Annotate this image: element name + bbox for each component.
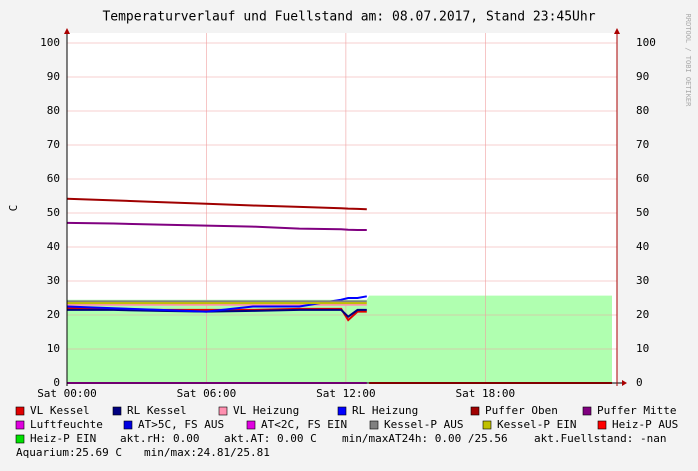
x-tick-label: Sat 06:00 bbox=[177, 387, 237, 400]
y-tick-label: 50 bbox=[47, 206, 60, 219]
y-tick-label: 20 bbox=[47, 308, 60, 321]
legend-label: RL Kessel bbox=[127, 404, 187, 417]
legend-label: VL Kessel bbox=[30, 404, 90, 417]
y2-tick-label: 90 bbox=[636, 70, 649, 83]
line bbox=[66, 221, 367, 231]
legend-label: Kessel-P AUS bbox=[384, 418, 463, 431]
x-tick-label: Sat 12:00 bbox=[316, 387, 376, 400]
x-tick-label: Sat 18:00 bbox=[456, 387, 516, 400]
legend-label: Kessel-P EIN bbox=[497, 418, 576, 431]
legend-swatch bbox=[470, 406, 480, 416]
line bbox=[66, 295, 367, 313]
annotation: akt.rH: 0.00 bbox=[120, 432, 199, 445]
legend-label: Puffer Oben bbox=[485, 404, 558, 417]
y2-tick-label: 80 bbox=[636, 104, 649, 117]
y-axis-label: C bbox=[7, 205, 20, 212]
chart-title: Temperaturverlauf und Fuellstand am: 08.… bbox=[102, 10, 595, 25]
y-tick-label: 0 bbox=[53, 376, 60, 389]
legend-swatch bbox=[123, 420, 133, 430]
y2-tick-label: 70 bbox=[636, 138, 649, 151]
y2-tick-label: 10 bbox=[636, 342, 649, 355]
legend-label: AT>5C, FS AUS bbox=[138, 418, 224, 431]
y-tick-label: 90 bbox=[47, 70, 60, 83]
legend-swatch bbox=[582, 406, 592, 416]
y2-tick-label: 20 bbox=[636, 308, 649, 321]
legend-label: Luftfeuchte bbox=[30, 418, 103, 431]
x-tick-label: Sat 00:00 bbox=[37, 387, 97, 400]
legend-swatch bbox=[15, 406, 25, 416]
legend-swatch bbox=[15, 434, 25, 444]
y-tick-label: 10 bbox=[47, 342, 60, 355]
legend-label: Heiz-P AUS bbox=[612, 418, 678, 431]
legend-swatch bbox=[112, 406, 122, 416]
y2-tick-label: 0 bbox=[636, 376, 643, 389]
legend-label: RL Heizung bbox=[352, 404, 418, 417]
y2-tick-label: 100 bbox=[636, 36, 656, 49]
annotation: Aquarium:25.69 C bbox=[16, 446, 122, 459]
legend-swatch bbox=[15, 420, 25, 430]
legend-swatch bbox=[597, 420, 607, 430]
legend-label: Heiz-P EIN bbox=[30, 432, 96, 445]
y-tick-label: 80 bbox=[47, 104, 60, 117]
y2-tick-label: 50 bbox=[636, 206, 649, 219]
legend-label: VL Heizung bbox=[233, 404, 299, 417]
y-arrow bbox=[64, 28, 70, 34]
y-tick-label: 70 bbox=[47, 138, 60, 151]
annotation: min/maxAT24h: 0.00 /25.56 bbox=[342, 432, 508, 445]
y2-tick-label: 30 bbox=[636, 274, 649, 287]
legend-swatch bbox=[482, 420, 492, 430]
x-arrow bbox=[622, 380, 627, 386]
annotation: min/max:24.81/25.81 bbox=[144, 446, 270, 459]
line bbox=[67, 308, 367, 319]
legend-swatch bbox=[218, 406, 228, 416]
legend-label: Puffer Mitte bbox=[597, 404, 676, 417]
y-tick-label: 40 bbox=[47, 240, 60, 253]
y2-arrow bbox=[614, 28, 620, 34]
annotation: akt.Fuellstand: -nan bbox=[534, 432, 666, 445]
annotation: akt.AT: 0.00 C bbox=[224, 432, 317, 445]
y-tick-label: 30 bbox=[47, 274, 60, 287]
watermark: RRDTOOL / TOBI OETIKER bbox=[684, 14, 692, 108]
y2-tick-label: 40 bbox=[636, 240, 649, 253]
y-tick-label: 100 bbox=[40, 36, 60, 49]
legend-label: AT<2C, FS EIN bbox=[261, 418, 347, 431]
legend-swatch bbox=[337, 406, 347, 416]
y2-tick-label: 60 bbox=[636, 172, 649, 185]
axes bbox=[64, 28, 627, 386]
line bbox=[66, 197, 367, 211]
legend-swatch bbox=[369, 420, 379, 430]
y-tick-label: 60 bbox=[47, 172, 60, 185]
area bbox=[67, 295, 612, 383]
legend-swatch bbox=[246, 420, 256, 430]
